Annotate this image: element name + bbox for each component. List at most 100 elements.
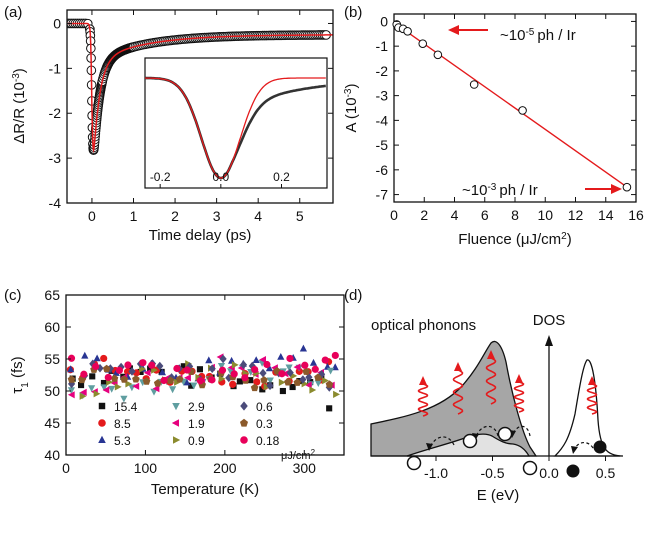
data-point-1.9 (143, 369, 151, 377)
data-point-2.9 (217, 363, 226, 370)
y-tick-label: -4 (376, 112, 389, 128)
data-point-5.3 (205, 356, 213, 364)
annotation-bottom-arrowhead (611, 184, 622, 194)
panel-c-points (66, 344, 340, 412)
annotation-bottom-text: ~10-3 ph / Ir (462, 182, 538, 200)
dos-axis-arrowhead (545, 335, 553, 346)
data-point-0.3 (325, 380, 334, 388)
data-point-5.3 (81, 351, 89, 359)
panel-c-tag: (c) (4, 287, 22, 304)
y-tick-label: 55 (44, 351, 60, 367)
data-point-1.9 (259, 356, 266, 364)
panel-d-ticks: -1.0 -0.5 0.0 0.5 (424, 456, 616, 481)
data-point-15.4 (326, 405, 333, 412)
panel-b-ylabel-end: ) (343, 84, 360, 89)
data-point-0.6 (89, 359, 97, 369)
inset-tick-label: 0.2 (273, 170, 290, 184)
legend-unit: μJ/cm2 (281, 448, 316, 463)
panel-b-xlabel-c: ) (567, 231, 572, 248)
data-point-2.9 (314, 380, 322, 387)
data-point-0.3 (67, 375, 76, 383)
data-point-5.3 (252, 356, 260, 363)
data-point-8.5 (295, 367, 303, 375)
phonon-wave-5 (586, 383, 598, 415)
x-tick-label: 14 (598, 207, 614, 223)
data-point-0.18 (183, 366, 191, 374)
x-tick-label: 2 (171, 208, 179, 224)
legend-marker-0.6 (240, 401, 248, 411)
annotation-bottom-text-exp: -3 (487, 182, 496, 193)
panel-a-frame (66, 9, 334, 204)
panel-b-xlabel-a: Fluence ( (458, 231, 521, 248)
phonon-arrowhead-3 (487, 350, 495, 359)
panel-b-xlabel-b: μJ/cm (521, 231, 561, 248)
phonon-arrowhead-2 (454, 362, 462, 371)
data-point-5.3 (299, 344, 307, 352)
x-tick-label: 0.0 (539, 465, 559, 481)
legend-label-8.5: 8.5 (114, 417, 131, 431)
hole-circle-4 (522, 460, 538, 476)
panel-b-xlabel: Fluence (μJ/cm2) (458, 231, 571, 249)
annotation-bottom-text-b: ph / Ir (499, 182, 537, 199)
legend-label-0.6: 0.6 (256, 400, 273, 414)
panel-a: (a) 0 1 2 3 4 5 0 -1 -2 -3 -4 Time delay (ps) ΔR/R… (4, 4, 334, 244)
data-point (418, 39, 428, 48)
data-point-15.4 (188, 382, 195, 389)
data-point-0.3 (120, 375, 129, 383)
data-point-2.9 (150, 388, 158, 396)
data-point-0.6 (286, 368, 294, 377)
data-point-0.3 (302, 367, 310, 375)
data-point-2.9 (108, 385, 116, 393)
legend-label-1.9: 1.9 (188, 417, 205, 431)
data-point-0.9 (263, 383, 271, 391)
legend-unit-exp: 2 (311, 448, 316, 457)
data-point (403, 27, 412, 36)
panel-a-ylabel: ΔR/R (10-3) (11, 68, 29, 144)
panel-b-xlabel-exp: 2 (561, 231, 567, 242)
data-point (622, 182, 632, 192)
data-point-0.3 (132, 375, 140, 383)
data-point-15.4 (289, 383, 296, 391)
x-tick-label: -1.0 (424, 465, 448, 481)
inset-tick-label: -0.2 (150, 170, 171, 184)
y-tick-label: -3 (376, 88, 389, 104)
x-tick-label: 100 (134, 460, 158, 476)
data-point-0.9 (322, 377, 329, 385)
relaxation-arrow-4 (573, 442, 594, 451)
inset-pulse-line (145, 77, 326, 179)
data-point-15.4 (137, 368, 144, 375)
panel-c-ylabel-unit: (fs) (9, 356, 26, 382)
x-tick-label: 0 (62, 460, 70, 476)
data-point-0.6 (96, 363, 104, 373)
phonon-wave-4 (513, 381, 525, 413)
data-point-0.3 (293, 378, 302, 386)
data-point-2.9 (190, 382, 198, 390)
panel-a-ylabel-exp: -3 (11, 73, 22, 82)
x-tick-label: 0.5 (596, 465, 616, 481)
legend-marker-1.9 (171, 419, 179, 427)
data-point-0.18 (124, 361, 132, 369)
y-tick-label: 60 (44, 319, 60, 335)
data-point-15.4 (147, 365, 154, 372)
data-point-15.4 (259, 386, 266, 393)
panel-d-tag: (d) (344, 287, 362, 304)
annotation-top-text-b: ph / Ir (537, 27, 575, 44)
x-tick-label: 16 (628, 207, 644, 223)
data-point-15.4 (100, 379, 108, 387)
data-point-15.4 (196, 366, 204, 373)
legend-label-5.3: 5.3 (114, 434, 131, 448)
data-point-8.5 (253, 378, 261, 386)
data-point (433, 50, 443, 60)
legend-label-0.3: 0.3 (256, 417, 273, 431)
data-point-0.9 (218, 375, 226, 383)
data-point-2.9 (169, 386, 177, 394)
x-tick-label: 300 (293, 460, 317, 476)
data-point-0.18 (331, 351, 339, 360)
data-point-0.9 (125, 380, 133, 388)
panel-c-xlabel: Temperature (K) (151, 481, 259, 498)
panel-c-ylabel-tau: τ (9, 388, 26, 394)
y-tick-label: -3 (49, 150, 62, 166)
data-point-0.9 (309, 386, 317, 394)
data-point-5.3 (265, 364, 273, 372)
panel-b-points (392, 20, 632, 192)
